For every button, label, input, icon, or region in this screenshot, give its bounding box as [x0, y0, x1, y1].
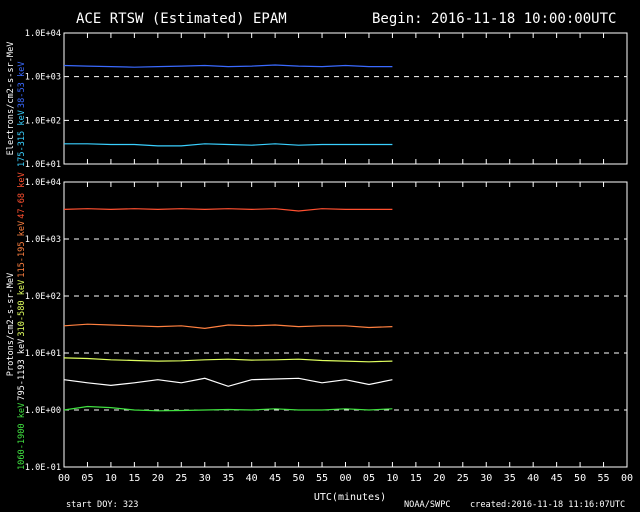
y-axis-label: Electrons/cm2-s-sr-MeV	[6, 42, 16, 156]
x-tick-label: 25	[175, 473, 187, 484]
y-tick-label: 1.0E+04	[25, 29, 61, 39]
x-tick-label: 30	[480, 473, 492, 484]
plot-frame	[63, 181, 628, 468]
series-line	[63, 323, 393, 330]
series-line	[64, 143, 393, 147]
x-tick-label: 40	[246, 473, 258, 484]
x-tick-label: 55	[598, 473, 610, 484]
y-tick-label: 1.0E+02	[25, 116, 61, 126]
created: created:2016-11-18 11:16:07UTC	[470, 500, 625, 510]
series-name: 795-1193 keV	[17, 339, 27, 401]
series-name: 115-195 keV	[17, 221, 27, 278]
x-tick-label: 00	[621, 473, 633, 484]
x-tick-label: 55	[316, 473, 328, 484]
x-tick-label: 45	[269, 473, 281, 484]
y-tick-label: 1.0E+03	[25, 73, 61, 83]
begin-time: Begin: 2016-11-18 10:00:00UTC	[372, 11, 616, 27]
series-line	[63, 405, 393, 412]
x-tick-label: 20	[152, 473, 164, 484]
y-tick-label: 1.0E+02	[25, 292, 61, 302]
title: ACE RTSW (Estimated) EPAM	[76, 11, 287, 27]
x-tick-label: 20	[433, 473, 445, 484]
x-tick-label: 35	[504, 473, 516, 484]
series-name: 175-315 keV	[17, 110, 27, 167]
series-line	[63, 357, 393, 363]
y-tick-label: 1.0E+00	[25, 406, 61, 416]
y-tick-label: 1.0E+01	[25, 160, 61, 170]
series-line	[63, 64, 393, 68]
x-tick-label: 50	[293, 473, 305, 484]
x-tick-label: 05	[81, 473, 93, 484]
x-tick-label: 15	[410, 473, 422, 484]
y-tick-label: 1.0E+03	[25, 235, 61, 245]
x-tick-label: 10	[105, 473, 117, 484]
x-tick-label: 50	[574, 473, 586, 484]
series-line	[63, 377, 393, 387]
series-name: 38-53 keV	[17, 62, 27, 109]
x-tick-label: 45	[551, 473, 563, 484]
x-tick-label: 05	[363, 473, 375, 484]
series-name: 47-68 keV	[17, 172, 27, 219]
y-tick-label: 1.0E+04	[25, 178, 61, 188]
x-tick-label: 30	[199, 473, 211, 484]
x-axis-label: UTC(minutes)	[314, 492, 386, 503]
series-name: 1060-1900 keV	[17, 403, 27, 470]
series-line	[63, 208, 393, 212]
x-tick-label: 35	[222, 473, 234, 484]
y-tick-label: 1.0E-01	[25, 463, 61, 473]
y-axis-label: Protons/cm2-s-sr-MeV	[6, 273, 16, 376]
x-tick-label: 00	[339, 473, 351, 484]
x-tick-label: 25	[457, 473, 469, 484]
source: NOAA/SWPC	[404, 500, 451, 510]
series-name: 310-580 keV	[17, 280, 27, 337]
x-tick-label: 10	[386, 473, 398, 484]
y-tick-label: 1.0E+01	[25, 349, 61, 359]
x-tick-label: 00	[58, 473, 70, 484]
x-tick-label: 40	[527, 473, 539, 484]
start-doy: start DOY: 323	[66, 500, 138, 510]
x-tick-label: 15	[128, 473, 140, 484]
